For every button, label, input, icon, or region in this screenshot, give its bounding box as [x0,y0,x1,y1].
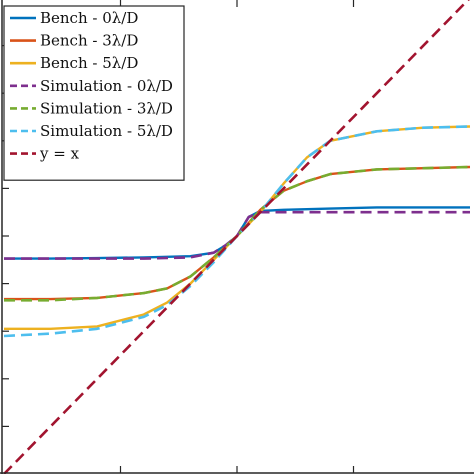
legend: Bench - 0λ/D Bench - 3λ/D Bench - 5λ/D Simu… [3,5,185,181]
series-line-4 [4,165,471,302]
legend-label-1: Bench - 3λ/D [40,32,138,50]
legend-label-5: Simulation - 5λ/D [40,122,173,140]
series-line-0 [4,206,470,260]
series-line-6 [3,0,470,474]
legend-label-0: Bench - 0λ/D [40,9,138,27]
series-line-1 [4,165,471,301]
legend-label-2: Bench - 5λ/D [40,54,138,72]
legend-label-6: y = x [39,145,80,163]
legend-box [3,5,185,181]
legend-label-4: Simulation - 3λ/D [40,99,173,117]
series-line-5 [3,125,471,338]
series-layer [3,0,471,474]
legend-label-3: Simulation - 0λ/D [40,77,173,95]
